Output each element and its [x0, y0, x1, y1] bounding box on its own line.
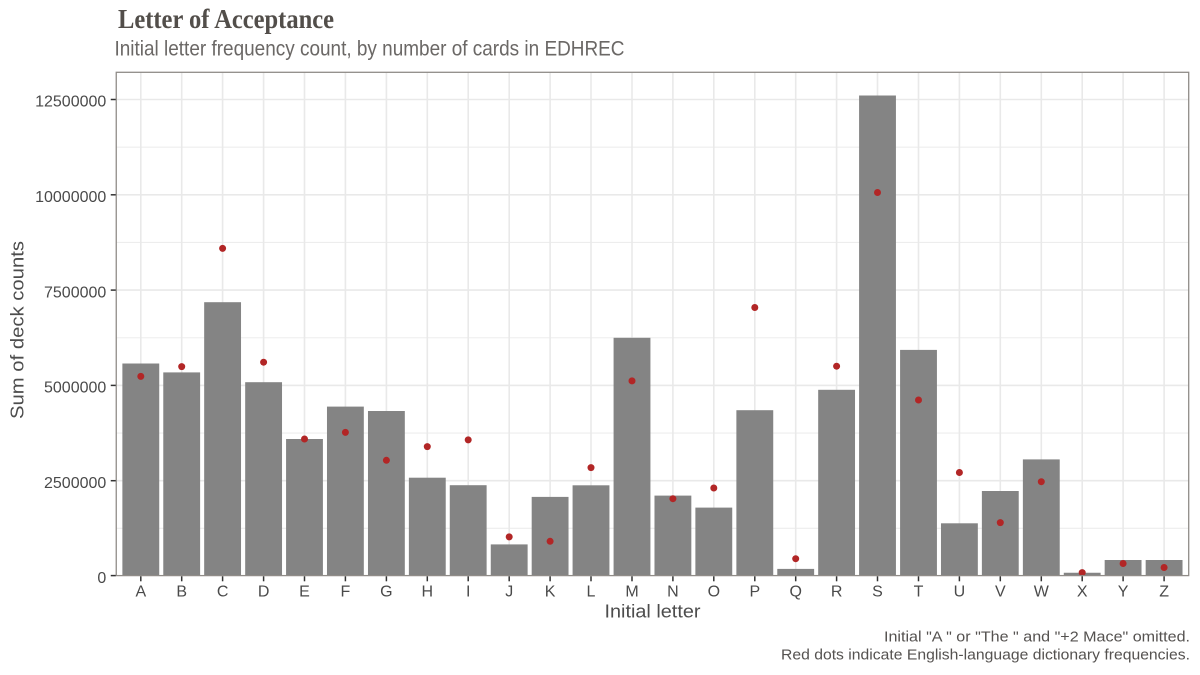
svg-text:2500000: 2500000: [44, 475, 106, 492]
svg-text:I: I: [466, 584, 470, 601]
svg-text:H: H: [422, 584, 434, 601]
svg-text:7500000: 7500000: [44, 284, 106, 301]
svg-text:Initial letter: Initial letter: [605, 600, 701, 621]
svg-text:G: G: [380, 584, 392, 601]
svg-text:S: S: [872, 584, 883, 601]
svg-text:Red dots indicate English-lang: Red dots indicate English-language dicti…: [781, 648, 1190, 664]
svg-text:B: B: [176, 584, 187, 601]
svg-text:Letter of Acceptance: Letter of Acceptance: [118, 3, 334, 34]
svg-text:X: X: [1077, 584, 1088, 601]
svg-text:J: J: [505, 584, 513, 601]
svg-text:Sum of deck counts: Sum of deck counts: [7, 241, 28, 419]
svg-text:F: F: [341, 584, 351, 601]
svg-text:L: L: [587, 584, 596, 601]
svg-text:Z: Z: [1159, 584, 1169, 601]
svg-text:K: K: [545, 584, 556, 601]
svg-text:Initial "A " or "The " and "+2: Initial "A " or "The " and "+2 Mace" omi…: [884, 630, 1190, 646]
svg-text:E: E: [299, 584, 310, 601]
svg-text:Q: Q: [789, 584, 801, 601]
svg-text:P: P: [749, 584, 760, 601]
svg-text:A: A: [135, 584, 146, 601]
svg-text:U: U: [954, 584, 966, 601]
svg-text:Initial letter frequency count: Initial letter frequency count, by numbe…: [115, 35, 625, 60]
svg-text:Y: Y: [1118, 584, 1129, 601]
svg-text:10000000: 10000000: [35, 189, 106, 206]
svg-text:O: O: [708, 584, 720, 601]
svg-text:R: R: [831, 584, 843, 601]
svg-text:C: C: [217, 584, 229, 601]
svg-text:N: N: [667, 584, 679, 601]
svg-text:W: W: [1034, 584, 1050, 601]
svg-text:M: M: [625, 584, 638, 601]
svg-text:0: 0: [97, 570, 106, 587]
svg-text:5000000: 5000000: [44, 380, 106, 397]
svg-text:T: T: [914, 584, 924, 601]
svg-text:D: D: [258, 584, 270, 601]
svg-text:V: V: [995, 584, 1006, 601]
svg-text:12500000: 12500000: [35, 94, 106, 111]
